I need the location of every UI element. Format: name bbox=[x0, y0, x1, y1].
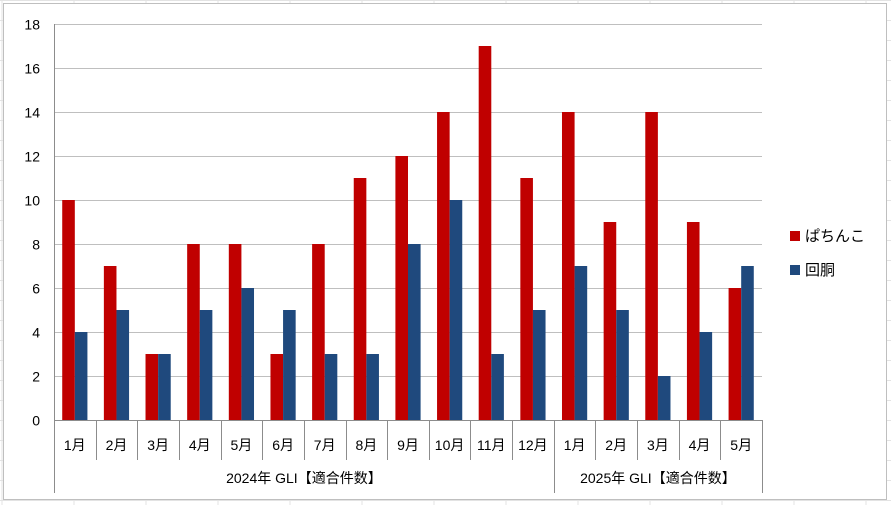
bar-pachinko[interactable] bbox=[437, 112, 450, 420]
y-tick-label: 2 bbox=[32, 369, 40, 385]
bar-pachinko[interactable] bbox=[686, 222, 700, 420]
bar-kaidou[interactable] bbox=[283, 310, 296, 420]
y-tick-label: 8 bbox=[32, 237, 40, 253]
bar-kaidou[interactable] bbox=[699, 332, 713, 420]
y-tick-label: 0 bbox=[32, 413, 40, 429]
bar-kaidou[interactable] bbox=[449, 200, 463, 420]
x-tick-label: 2月 bbox=[605, 437, 627, 453]
x-tick-label: 3月 bbox=[647, 437, 669, 453]
bar-pachinko[interactable] bbox=[312, 244, 325, 420]
y-tick-label: 6 bbox=[32, 281, 40, 297]
bar-pachinko[interactable] bbox=[603, 222, 617, 420]
bar-kaidou[interactable] bbox=[158, 354, 171, 420]
y-tick-label: 14 bbox=[24, 105, 40, 121]
x-tick-label: 8月 bbox=[356, 437, 378, 453]
x-tick-label: 4月 bbox=[189, 437, 211, 453]
x-tick-label: 11月 bbox=[477, 437, 506, 453]
x-tick-label: 1月 bbox=[64, 437, 86, 453]
group-label: 2025年 GLI【適合件数】 bbox=[580, 470, 736, 486]
x-tick-label: 7月 bbox=[314, 437, 336, 453]
y-tick-label: 12 bbox=[24, 149, 40, 165]
x-tick-label: 4月 bbox=[689, 437, 711, 453]
bar-kaidou[interactable] bbox=[741, 266, 754, 420]
legend-swatch-pachinko bbox=[790, 231, 800, 241]
bar-pachinko[interactable] bbox=[62, 200, 75, 420]
bar-kaidou[interactable] bbox=[574, 266, 588, 420]
y-tick-label: 18 bbox=[24, 17, 40, 33]
x-tick-label: 9月 bbox=[397, 437, 419, 453]
bar-pachinko[interactable] bbox=[228, 244, 242, 420]
bar-kaidou[interactable] bbox=[199, 310, 213, 420]
bar-pachinko[interactable] bbox=[728, 288, 742, 420]
bar-pachinko[interactable] bbox=[395, 156, 408, 420]
legend-swatch-kaidou bbox=[790, 265, 800, 275]
bar-pachinko[interactable] bbox=[353, 178, 367, 420]
bar-kaidou[interactable] bbox=[532, 310, 546, 420]
bar-kaidou[interactable] bbox=[116, 310, 130, 420]
x-tick-label: 5月 bbox=[231, 437, 253, 453]
bar-pachinko[interactable] bbox=[478, 46, 492, 420]
x-tick-label: 2月 bbox=[106, 437, 128, 453]
bar-kaidou[interactable] bbox=[241, 288, 255, 420]
y-tick-label: 4 bbox=[32, 325, 40, 341]
x-tick-label: 1月 bbox=[564, 437, 586, 453]
bar-kaidou[interactable] bbox=[366, 354, 379, 420]
bar-pachinko[interactable] bbox=[270, 354, 284, 420]
bar-pachinko[interactable] bbox=[187, 244, 200, 420]
group-label: 2024年 GLI【適合件数】 bbox=[226, 470, 382, 486]
bar-pachinko[interactable] bbox=[145, 354, 159, 420]
bar-pachinko[interactable] bbox=[103, 266, 117, 420]
x-tick-label: 5月 bbox=[730, 437, 752, 453]
bar-kaidou[interactable] bbox=[491, 354, 504, 420]
bar-pachinko[interactable] bbox=[645, 112, 658, 420]
chart-area[interactable]: 0 2 4 6 8 10 12 14 16 18 1月 2月 3月 4月 5月 6月 7月 8月 9月 10月 11月 1… bbox=[3, 3, 887, 500]
bar-kaidou[interactable] bbox=[74, 332, 88, 420]
y-tick-label: 10 bbox=[24, 193, 40, 209]
y-tick-label: 16 bbox=[24, 61, 40, 77]
legend-label-pachinko: ぱちんこ bbox=[805, 228, 865, 245]
legend-label-kaidou: 回胴 bbox=[805, 262, 835, 279]
x-tick-label: 12月 bbox=[518, 437, 548, 453]
bar-pachinko[interactable] bbox=[561, 112, 575, 420]
x-tick-label: 6月 bbox=[272, 437, 294, 453]
bar-kaidou[interactable] bbox=[408, 244, 421, 420]
bar-kaidou[interactable] bbox=[616, 310, 629, 420]
x-tick-label: 10月 bbox=[435, 437, 465, 453]
bar-chart: 0 2 4 6 8 10 12 14 16 18 1月 2月 3月 4月 5月 6月 7月 8月 9月 10月 11月 1… bbox=[24, 17, 865, 493]
bar-kaidou[interactable] bbox=[324, 354, 338, 420]
bar-pachinko[interactable] bbox=[520, 178, 533, 420]
bar-kaidou[interactable] bbox=[657, 376, 671, 420]
x-tick-label: 3月 bbox=[147, 437, 169, 453]
